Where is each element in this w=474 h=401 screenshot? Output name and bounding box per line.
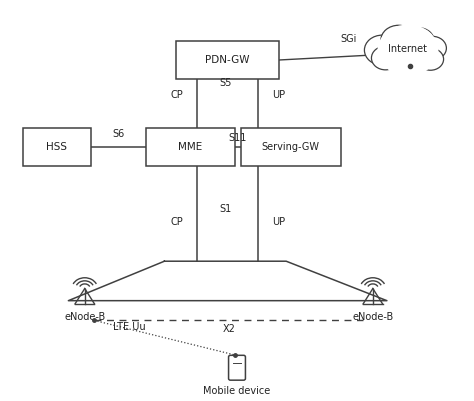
Text: CP: CP	[170, 217, 183, 227]
Text: UP: UP	[272, 91, 285, 101]
Circle shape	[388, 48, 418, 73]
FancyBboxPatch shape	[23, 128, 91, 166]
Text: SGi: SGi	[340, 34, 356, 44]
Text: eNode-B: eNode-B	[352, 312, 393, 322]
Text: S5: S5	[219, 78, 231, 87]
FancyBboxPatch shape	[228, 355, 246, 380]
FancyBboxPatch shape	[146, 128, 235, 166]
Text: MME: MME	[178, 142, 202, 152]
Text: Mobile device: Mobile device	[203, 386, 271, 396]
Text: Internet: Internet	[389, 44, 428, 54]
Circle shape	[417, 48, 444, 70]
FancyBboxPatch shape	[240, 128, 341, 166]
Text: eNode-B: eNode-B	[64, 312, 105, 322]
Text: S1: S1	[219, 204, 231, 214]
FancyBboxPatch shape	[176, 41, 279, 79]
Circle shape	[418, 36, 447, 60]
Text: HSS: HSS	[46, 142, 67, 152]
Circle shape	[402, 28, 434, 55]
Text: S6: S6	[112, 129, 124, 139]
Text: CP: CP	[170, 91, 183, 101]
Circle shape	[365, 35, 400, 65]
Text: Serving-GW: Serving-GW	[262, 142, 320, 152]
Circle shape	[381, 25, 417, 55]
Text: PDN-GW: PDN-GW	[205, 55, 250, 65]
Text: X2: X2	[222, 324, 235, 334]
Circle shape	[372, 46, 400, 70]
Text: S11: S11	[228, 133, 247, 143]
Circle shape	[377, 24, 438, 76]
Text: UP: UP	[272, 217, 285, 227]
Text: LTE Uu: LTE Uu	[113, 322, 146, 332]
